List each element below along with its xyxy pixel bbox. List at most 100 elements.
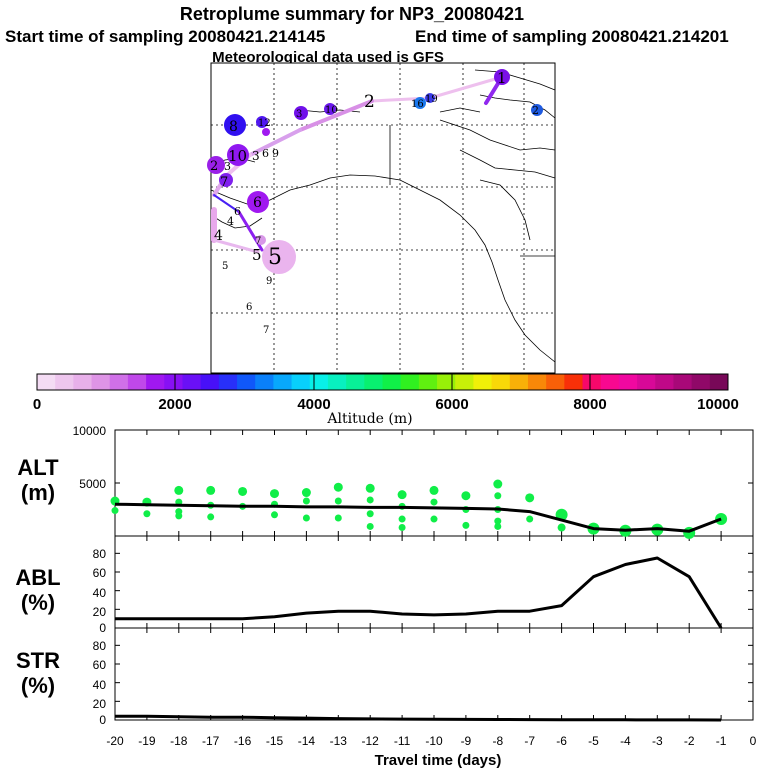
day-marker xyxy=(531,104,543,116)
colorbar-cell xyxy=(346,374,365,390)
x-tick-label: 0 xyxy=(750,734,757,748)
x-tick-label: -17 xyxy=(202,734,220,748)
colorbar-cell xyxy=(255,374,274,390)
x-tick-label: -5 xyxy=(588,734,599,748)
x-tick-label: -13 xyxy=(330,734,348,748)
colorbar-cell xyxy=(691,374,711,390)
day-label: 1 xyxy=(497,69,507,87)
colorbar-cell xyxy=(127,374,147,390)
day-label: 2 xyxy=(210,159,218,174)
alt-scatter-point xyxy=(525,493,535,503)
x-tick-label: -2 xyxy=(684,734,695,748)
colorbar-cell xyxy=(37,374,56,390)
day-label: 8 xyxy=(229,119,238,135)
day-label: 19 xyxy=(425,94,438,105)
x-tick-label: -14 xyxy=(298,734,316,748)
colorbar-cell xyxy=(455,374,474,390)
alt-scatter-point xyxy=(494,522,502,530)
x-tick-label: -7 xyxy=(524,734,535,748)
colorbar-cell xyxy=(637,374,656,390)
day-label: 3 xyxy=(252,149,260,163)
x-tick-label: -11 xyxy=(394,734,411,748)
trajectory-markers xyxy=(207,69,543,274)
colorbar-tick-label: 2000 xyxy=(158,396,191,413)
day-marker xyxy=(294,106,308,120)
alt-scatter-point xyxy=(301,488,311,498)
x-tick-label: -18 xyxy=(170,734,188,748)
abl-panel-unit: (%) xyxy=(21,590,55,615)
alt-ytick-label: 5000 xyxy=(79,477,106,491)
day-label: 5 xyxy=(252,246,262,264)
colorbar-cell xyxy=(546,374,565,390)
day-marker xyxy=(247,191,269,213)
day-label: 16 xyxy=(411,99,424,110)
colorbar-cell xyxy=(73,374,93,390)
day-label: 7 xyxy=(220,175,228,190)
start-time-label: Start time of sampling 20080421.214145 xyxy=(5,27,325,46)
colorbar-cell xyxy=(200,374,220,390)
alt-scatter-point xyxy=(398,524,406,532)
alt-scatter-point xyxy=(366,522,374,530)
alt-scatter-point xyxy=(430,498,438,506)
day-marker xyxy=(207,156,225,174)
colorbar-cell xyxy=(291,374,311,390)
day-marker xyxy=(256,235,266,245)
str-ytick-label: 40 xyxy=(93,678,107,692)
alt-scatter-point xyxy=(302,497,310,505)
alt-scatter-point xyxy=(494,492,502,500)
day-marker xyxy=(494,69,510,85)
colorbar-tick-label: 0 xyxy=(33,396,41,413)
str-panel-unit: (%) xyxy=(21,673,55,698)
alt-scatter-point xyxy=(333,482,343,492)
x-tick-label: -4 xyxy=(620,734,631,748)
str-ytick-label: 20 xyxy=(93,697,107,711)
colorbar-tick-label: 8000 xyxy=(573,396,606,413)
str-panel-label: STR xyxy=(16,648,60,673)
alt-scatter-point xyxy=(429,485,439,495)
str-panel-frame xyxy=(114,627,754,721)
day-label: 3 xyxy=(224,160,231,173)
x-tick-label: -6 xyxy=(556,734,567,748)
alt-panel-label: ALT xyxy=(17,455,59,480)
altitude-colorbar: 0 2000 4000 6000 8000 10000 Altitude (m) xyxy=(33,373,739,427)
alt-ytick-label: 10000 xyxy=(73,424,107,438)
colorbar-cell xyxy=(91,374,111,390)
x-tick-label: -19 xyxy=(138,734,156,748)
alt-scatter-point xyxy=(398,515,406,523)
day-marker xyxy=(425,93,435,103)
alt-scatter-point xyxy=(430,515,438,523)
colorbar-cell xyxy=(527,374,547,390)
x-tick-label: -20 xyxy=(106,734,124,748)
colorbar-cell xyxy=(509,374,529,390)
colorbar-cell xyxy=(382,374,402,390)
x-tick-label: -1 xyxy=(716,734,727,748)
day-marker xyxy=(414,97,426,109)
abl-ytick-label: 20 xyxy=(93,605,107,619)
day-label: 9 xyxy=(266,276,272,287)
x-axis-label: Travel time (days) xyxy=(375,752,502,768)
colorbar-frame xyxy=(36,373,729,391)
day-label: 10 xyxy=(325,105,338,116)
x-tick-label: -3 xyxy=(652,734,663,748)
x-tick-label: -8 xyxy=(492,734,503,748)
colorbar-cell xyxy=(709,374,729,390)
alt-scatter-point xyxy=(302,514,310,522)
colorbar-tick-label: 4000 xyxy=(297,396,330,413)
colorbar-tick-label: 6000 xyxy=(435,396,468,413)
colorbar-cell xyxy=(437,374,456,390)
colorbar-cell xyxy=(146,374,165,390)
abl-ytick-label: 0 xyxy=(99,621,106,635)
colorbar-cell xyxy=(364,374,383,390)
day-marker xyxy=(262,128,270,136)
x-tick-label: -16 xyxy=(234,734,252,748)
colorbar-cell xyxy=(55,374,74,390)
alt-scatter-point xyxy=(175,512,183,520)
colorbar-cell xyxy=(109,374,129,390)
alt-scatter-point xyxy=(461,491,471,501)
colorbar-cell xyxy=(327,374,347,390)
colorbar-cell xyxy=(655,374,674,390)
alt-scatter-point xyxy=(494,517,502,525)
alt-scatter-point xyxy=(493,479,503,489)
alt-scatter-point xyxy=(366,510,374,518)
